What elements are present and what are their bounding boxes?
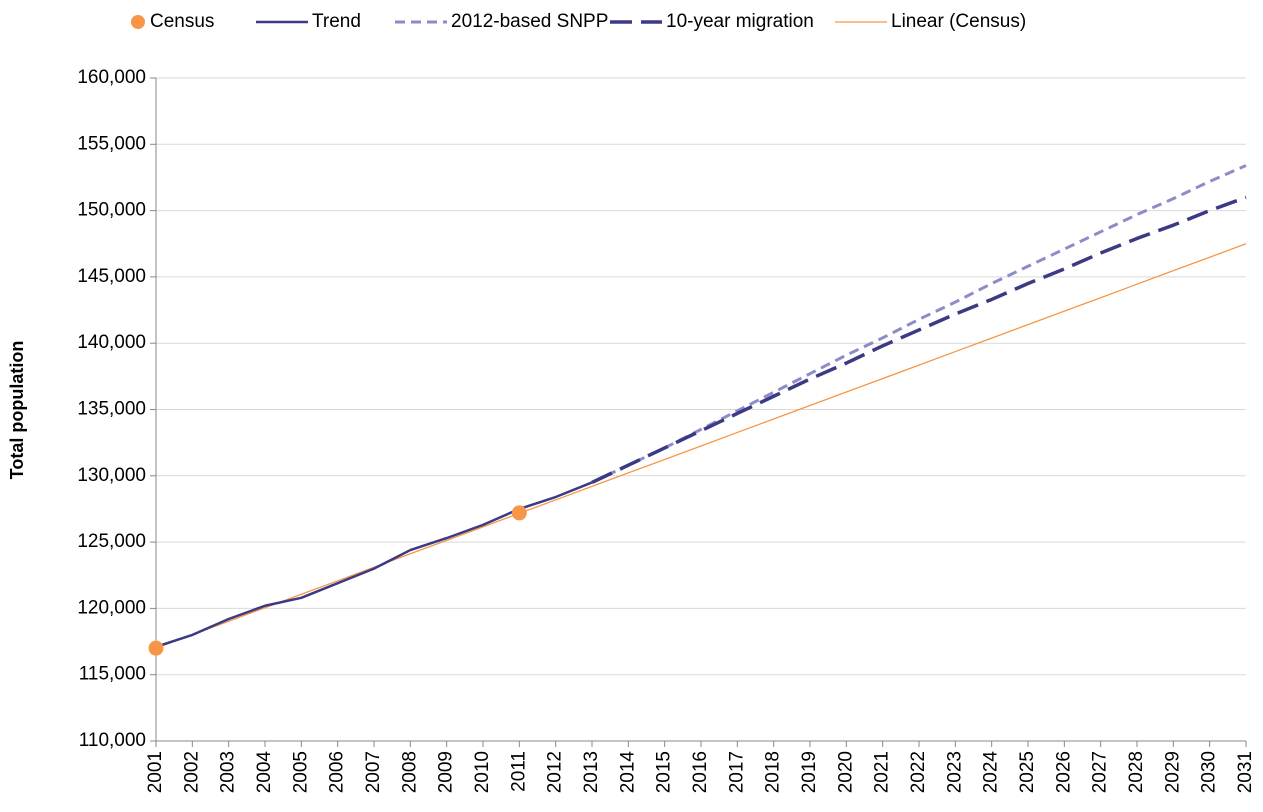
- legend-marker: [131, 15, 145, 29]
- x-tick-label: 2002: [181, 751, 202, 793]
- y-tick-label: 160,000: [77, 67, 146, 88]
- legend-label: Linear (Census): [891, 11, 1026, 32]
- series-line: [155, 243, 1247, 649]
- x-tick-label: 2011: [508, 751, 529, 792]
- legend-label: 10-year migration: [666, 11, 814, 32]
- series-line: [591, 195, 1247, 485]
- x-tick-label: 2016: [690, 751, 711, 793]
- y-axis-label: Total population: [7, 341, 27, 480]
- legend-label: Census: [150, 11, 214, 32]
- census-point: [148, 640, 164, 656]
- y-tick-label: 150,000: [77, 200, 146, 221]
- x-tick-label: 2026: [1053, 751, 1074, 793]
- x-tick-label: 2025: [1017, 751, 1038, 793]
- x-tick-label: 2030: [1199, 751, 1220, 793]
- x-tick-label: 2014: [617, 751, 638, 794]
- x-tick-label: 2004: [254, 751, 275, 794]
- x-tick-label: 2009: [436, 751, 457, 793]
- x-tick-label: 2020: [835, 751, 856, 793]
- y-tick-label: 145,000: [77, 266, 146, 287]
- x-tick-label: 2027: [1090, 751, 1111, 793]
- census-point: [511, 505, 527, 521]
- x-tick-label: 2015: [654, 751, 675, 793]
- x-tick-label: 2018: [763, 751, 784, 793]
- legend-label: Trend: [312, 11, 361, 32]
- x-tick-label: 2024: [981, 751, 1002, 794]
- x-tick-label: 2028: [1126, 751, 1147, 793]
- x-tick-label: 2003: [218, 751, 239, 793]
- y-tick-label: 115,000: [79, 664, 146, 685]
- x-tick-label: 2029: [1162, 751, 1183, 793]
- series-line: [155, 481, 593, 649]
- x-tick-label: 2031: [1235, 751, 1256, 793]
- y-tick-label: 120,000: [77, 597, 146, 618]
- x-tick-label: 2023: [944, 751, 965, 793]
- x-tick-label: 2006: [327, 751, 348, 793]
- x-tick-label: 2001: [145, 751, 166, 793]
- legend-label: 2012-based SNPP: [451, 11, 608, 32]
- y-tick-label: 125,000: [77, 531, 146, 552]
- x-tick-label: 2021: [872, 751, 893, 793]
- y-tick-label: 140,000: [77, 332, 146, 353]
- x-tick-label: 2013: [581, 751, 602, 793]
- x-tick-label: 2005: [290, 751, 311, 793]
- x-tick-label: 2012: [545, 751, 566, 793]
- x-tick-label: 2010: [472, 751, 493, 793]
- x-tick-label: 2007: [363, 751, 384, 793]
- y-tick-label: 135,000: [77, 399, 146, 420]
- x-tick-label: 2022: [908, 751, 929, 793]
- x-tick-label: 2019: [799, 751, 820, 793]
- series-line: [591, 164, 1247, 484]
- y-tick-label: 130,000: [77, 465, 146, 486]
- x-tick-label: 2008: [399, 751, 420, 793]
- y-tick-label: 155,000: [77, 133, 146, 154]
- y-tick-label: 110,000: [79, 730, 146, 751]
- x-tick-label: 2017: [726, 751, 747, 793]
